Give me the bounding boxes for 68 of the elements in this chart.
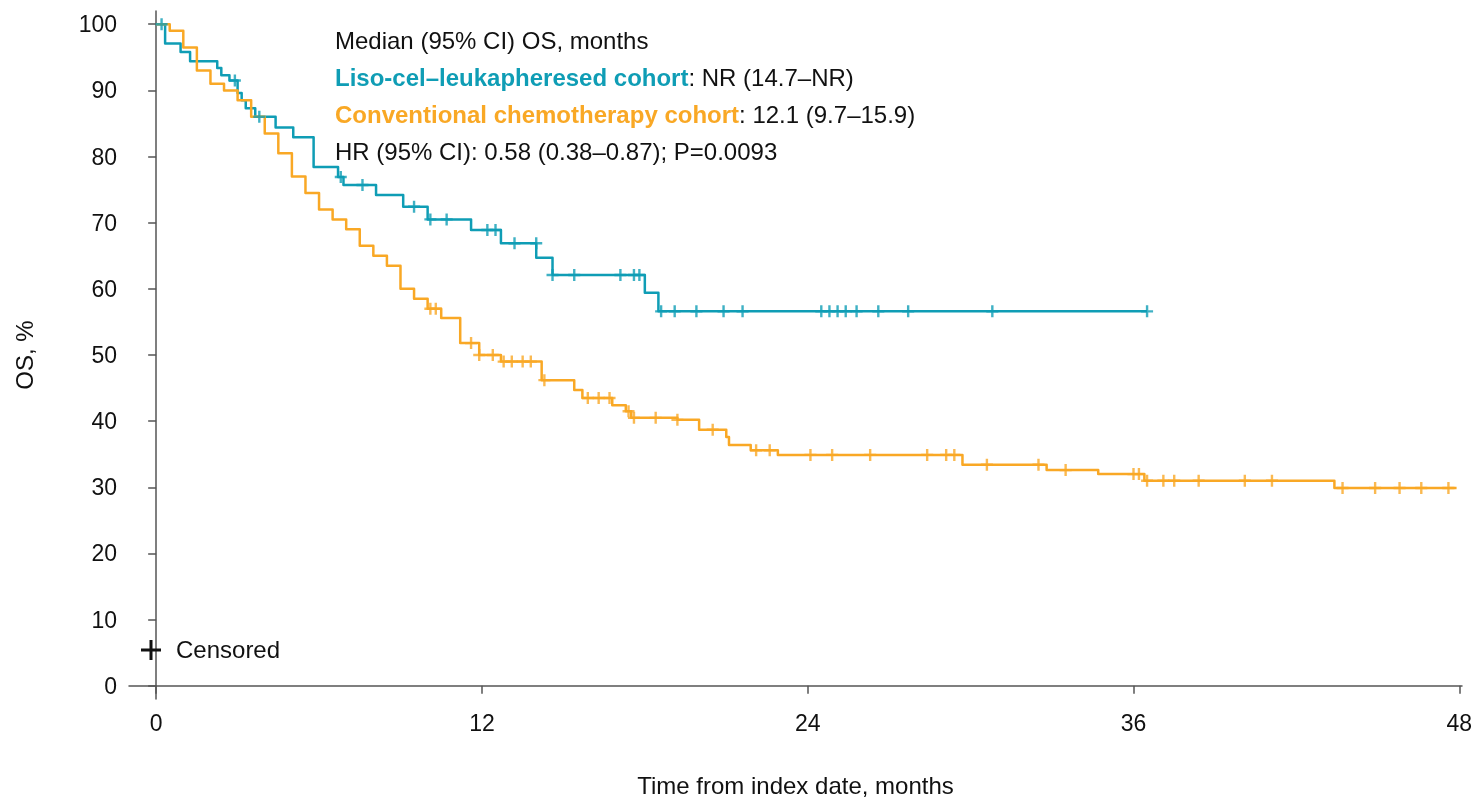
point <box>902 305 915 318</box>
point <box>671 413 684 426</box>
annotation: HR (95% CI): 0.58 (0.38–0.87); P=0.0093 <box>335 137 779 167</box>
point <box>690 305 703 318</box>
y-tick-label: 20 <box>91 540 117 567</box>
point <box>1032 458 1045 471</box>
y-tick-label: 40 <box>91 408 117 435</box>
point <box>872 305 885 318</box>
point <box>489 223 502 236</box>
point <box>505 355 518 368</box>
point <box>1157 474 1170 487</box>
y-tick-label: 70 <box>91 209 117 236</box>
point <box>538 374 551 387</box>
point <box>706 423 719 436</box>
x-tick-label: 36 <box>1120 709 1147 736</box>
x-tick-label: 24 <box>794 709 821 736</box>
point <box>1336 481 1349 494</box>
annotation: Censored <box>176 636 281 664</box>
y-tick-label: 60 <box>91 275 117 302</box>
point <box>668 305 681 318</box>
x-tick-label: 0 <box>149 709 163 736</box>
point <box>655 305 668 318</box>
point <box>948 448 961 461</box>
x-tick-label: 48 <box>1446 709 1473 736</box>
point <box>986 305 999 318</box>
x-axis-title: Time from index date, months <box>637 771 954 799</box>
y-tick-label: 50 <box>91 342 117 368</box>
point <box>804 448 817 461</box>
point <box>155 18 168 31</box>
text: Liso-cel–leukapheresed cohort <box>335 64 689 91</box>
y-tick-label: 100 <box>78 11 117 38</box>
point <box>1192 474 1205 487</box>
point <box>839 305 852 318</box>
point <box>429 302 442 315</box>
y-tick-label: 90 <box>91 77 117 104</box>
y-tick-label: 30 <box>91 474 117 501</box>
point <box>1442 481 1455 494</box>
point <box>356 178 369 191</box>
point <box>649 411 662 424</box>
point <box>228 74 241 87</box>
point <box>1059 464 1072 477</box>
y-tick-label: 10 <box>91 606 117 633</box>
point <box>736 305 749 318</box>
point <box>546 268 559 281</box>
annotation: Median (95% CI) OS, months <box>335 26 650 56</box>
point <box>622 405 635 418</box>
text: Conventional chemotherapy cohort <box>335 101 740 128</box>
point <box>1393 481 1406 494</box>
point <box>850 305 863 318</box>
point <box>253 110 266 123</box>
point <box>1265 474 1278 487</box>
point <box>1141 474 1154 487</box>
point <box>508 237 521 250</box>
point <box>633 268 646 281</box>
x-tick-label: 12 <box>469 709 495 736</box>
point <box>1141 305 1154 318</box>
point <box>614 268 627 281</box>
y-axis-title: OS, % <box>10 320 38 390</box>
point <box>717 305 730 318</box>
y-tick-label: 0 <box>104 672 117 699</box>
point <box>603 392 616 404</box>
point <box>424 213 437 226</box>
point <box>440 213 453 226</box>
point <box>592 392 605 404</box>
y-tick-label: 80 <box>91 143 117 170</box>
point <box>1168 474 1181 487</box>
point <box>1238 474 1251 487</box>
point <box>524 355 537 368</box>
